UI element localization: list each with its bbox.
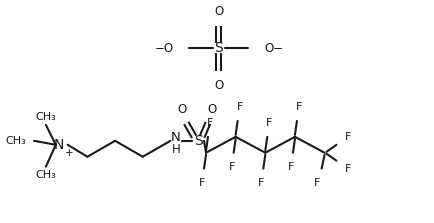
Text: F: F xyxy=(258,178,265,188)
Text: F: F xyxy=(266,118,273,128)
Text: O: O xyxy=(207,103,217,116)
Text: F: F xyxy=(296,102,302,112)
Text: F: F xyxy=(345,164,352,174)
Text: H: H xyxy=(172,143,181,156)
Text: N: N xyxy=(53,138,64,152)
Text: N: N xyxy=(171,131,180,144)
Text: S: S xyxy=(214,41,223,55)
Text: F: F xyxy=(229,162,235,172)
Text: F: F xyxy=(345,132,352,142)
Text: +: + xyxy=(65,148,74,158)
Text: F: F xyxy=(288,162,294,172)
Text: F: F xyxy=(313,178,320,188)
Text: O: O xyxy=(178,103,187,116)
Text: O−: O− xyxy=(264,42,283,55)
Text: CH₃: CH₃ xyxy=(36,112,56,122)
Text: F: F xyxy=(237,102,243,112)
Text: −O: −O xyxy=(154,42,174,55)
Text: S: S xyxy=(194,134,203,148)
Text: O: O xyxy=(214,5,224,18)
Text: F: F xyxy=(207,118,213,128)
Text: CH₃: CH₃ xyxy=(36,170,56,180)
Text: F: F xyxy=(199,178,205,188)
Text: O: O xyxy=(214,79,224,92)
Text: CH₃: CH₃ xyxy=(5,136,26,146)
